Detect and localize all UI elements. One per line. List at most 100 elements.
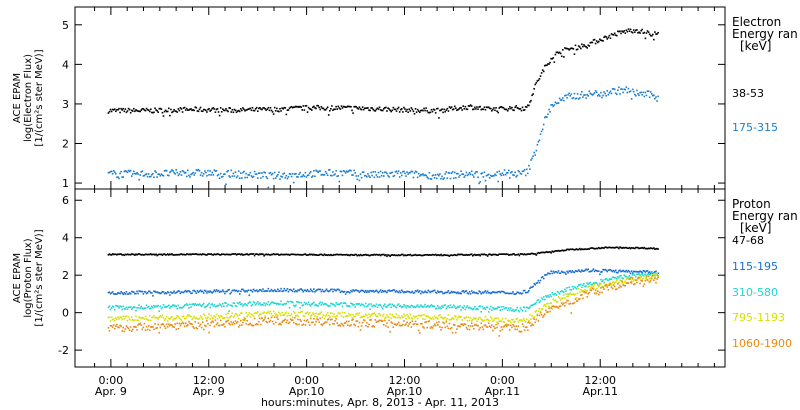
data-point: [628, 30, 631, 33]
data-point: [219, 254, 222, 256]
data-point: [610, 286, 613, 288]
data-point: [272, 253, 275, 255]
data-point: [537, 320, 540, 322]
data-point: [245, 172, 247, 175]
data-point: [497, 322, 499, 325]
data-point: [394, 316, 397, 319]
data-point: [616, 34, 618, 37]
data-point: [524, 326, 527, 329]
data-point: [407, 315, 409, 318]
data-point: [338, 107, 341, 109]
data-point: [538, 314, 541, 317]
data-point: [652, 272, 654, 275]
data-point: [343, 302, 346, 304]
data-point: [331, 105, 333, 107]
data-point: [336, 175, 338, 178]
data-point: [263, 318, 265, 321]
data-point: [323, 322, 326, 325]
data-point: [497, 290, 499, 293]
data-point: [263, 290, 265, 293]
data-point: [515, 175, 517, 178]
data-point: [640, 247, 642, 249]
data-point: [231, 289, 234, 292]
data-point: [219, 315, 222, 317]
data-point: [170, 108, 172, 111]
data-point: [314, 315, 316, 317]
data-point: [606, 286, 609, 288]
data-point: [153, 328, 155, 331]
data-point: [179, 107, 182, 109]
data-point: [213, 169, 216, 171]
data-point: [354, 105, 356, 108]
x-tick-label-date: Apr.11: [485, 385, 521, 398]
data-point: [425, 253, 427, 256]
data-point: [556, 301, 559, 303]
data-point: [437, 173, 439, 176]
data-point: [603, 247, 605, 249]
data-point: [227, 169, 229, 172]
data-point: [213, 325, 216, 328]
data-point: [617, 246, 619, 249]
data-point: [171, 111, 173, 114]
legend-title-line: Energy ran: [732, 209, 798, 223]
data-point: [226, 316, 228, 319]
data-point: [135, 315, 137, 318]
data-point: [344, 172, 347, 174]
data-point: [610, 246, 613, 249]
data-point: [152, 253, 154, 256]
data-point: [482, 292, 485, 294]
data-point: [310, 289, 313, 292]
data-point: [164, 109, 167, 112]
data-point: [596, 94, 599, 97]
data-point: [628, 274, 631, 277]
data-point: [465, 290, 468, 292]
data-point: [516, 253, 519, 256]
data-point: [138, 253, 140, 255]
data-point: [163, 306, 166, 308]
data-point: [292, 253, 295, 256]
data-point: [442, 321, 444, 324]
data-point: [353, 315, 355, 318]
data-point: [540, 276, 543, 279]
data-point: [573, 301, 576, 304]
data-point: [190, 173, 192, 176]
data-point: [249, 322, 252, 325]
data-point: [290, 301, 293, 303]
data-point: [607, 284, 610, 286]
data-point: [424, 290, 426, 293]
data-point: [430, 254, 433, 256]
data-point: [411, 320, 414, 322]
data-point: [296, 314, 298, 317]
data-point: [557, 270, 560, 272]
data-point: [616, 93, 618, 96]
data-point: [543, 274, 546, 276]
data-point: [259, 172, 261, 174]
data-point: [483, 319, 486, 322]
data-point: [655, 270, 657, 273]
data-point: [401, 306, 403, 308]
data-point: [214, 111, 217, 113]
data-point: [330, 174, 332, 177]
data-point: [372, 108, 375, 111]
data-point: [387, 304, 389, 307]
data-point: [140, 305, 143, 308]
data-point: [280, 110, 282, 112]
data-point: [237, 170, 240, 172]
data-point: [215, 305, 218, 308]
data-point: [585, 291, 587, 294]
data-point: [223, 290, 225, 293]
data-point: [302, 304, 305, 306]
data-point: [536, 252, 539, 255]
data-point: [491, 309, 493, 311]
data-point: [634, 247, 636, 250]
data-point: [138, 110, 140, 113]
data-point: [511, 106, 513, 109]
data-point: [595, 292, 598, 295]
data-point: [582, 248, 584, 251]
data-point: [120, 325, 122, 328]
data-point: [308, 172, 311, 175]
data-point: [268, 312, 271, 315]
data-point: [380, 291, 383, 293]
data-point: [514, 106, 516, 109]
data-point: [294, 312, 296, 314]
